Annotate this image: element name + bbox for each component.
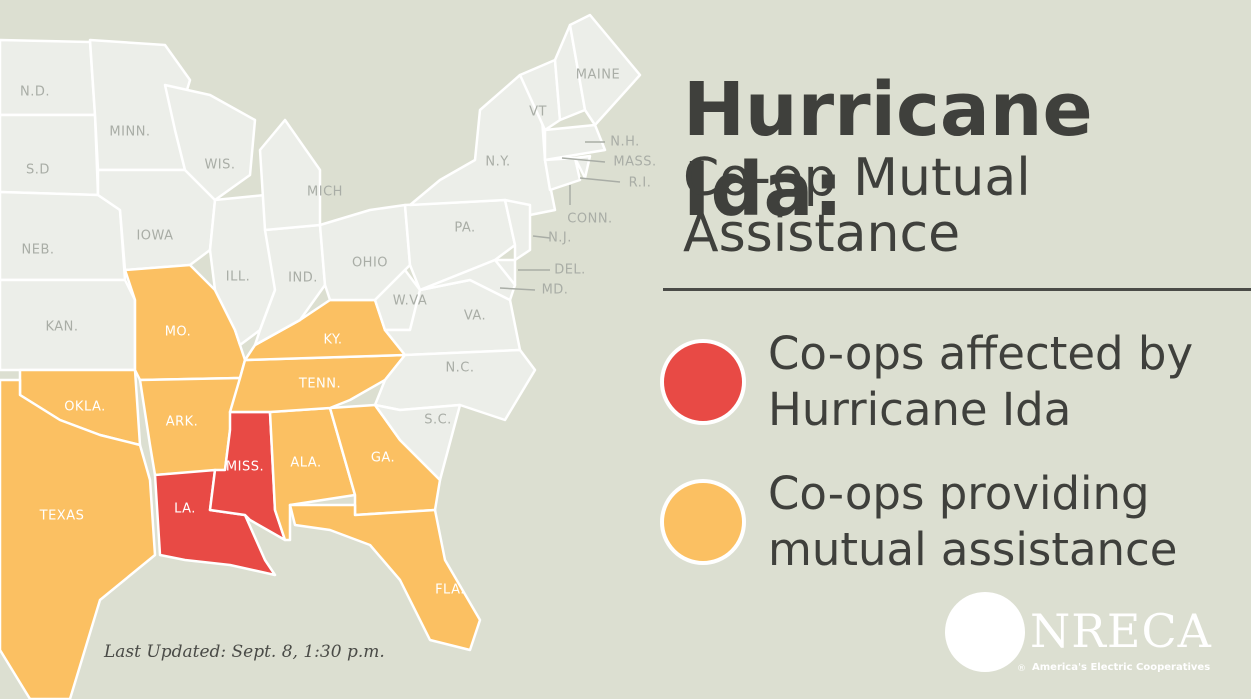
state-shape xyxy=(288,503,482,652)
state-label: N.J. xyxy=(548,231,572,246)
leader-line xyxy=(579,177,621,183)
state-shape xyxy=(418,258,517,302)
state-label: R.I. xyxy=(629,176,652,191)
legend-label: Co-ops providing mutual assistance xyxy=(768,467,1178,576)
state-label: CONN. xyxy=(567,212,612,227)
leader-lines xyxy=(499,141,621,291)
state-shape xyxy=(0,38,97,117)
legend-label: Co-ops affected by Hurricane Ida xyxy=(768,327,1194,436)
state-label: PA. xyxy=(454,221,475,236)
logo-tagline: America's Electric Cooperatives xyxy=(1032,662,1211,673)
state-label: IOWA xyxy=(136,229,173,244)
state-label: VT xyxy=(529,105,547,120)
state-label: KY. xyxy=(323,333,342,348)
legend-item: Co-ops affected by Hurricane Ida xyxy=(660,326,1228,438)
state-label: MO. xyxy=(165,325,192,340)
state-label: MD. xyxy=(542,283,569,298)
state-label: KAN. xyxy=(45,320,78,335)
legend-item: Co-ops providing mutual assistance xyxy=(660,466,1228,578)
state-label: MISS. xyxy=(226,460,264,475)
state-shape xyxy=(258,118,322,232)
state-shape xyxy=(0,113,100,197)
state-label: OKLA. xyxy=(64,400,106,415)
state-shape xyxy=(543,123,607,162)
state-label: VA. xyxy=(464,309,486,324)
state-label: ARK. xyxy=(166,415,199,430)
state-label: MAINE xyxy=(576,68,620,83)
subtitle: Co-op Mutual Assistance xyxy=(683,148,1031,264)
legend-swatch xyxy=(660,339,746,425)
state-label: S.C. xyxy=(424,413,452,428)
divider xyxy=(663,288,1251,291)
logo-mark xyxy=(945,592,1025,672)
state-shape xyxy=(373,403,462,482)
state-label: ALA. xyxy=(290,456,321,471)
state-shape xyxy=(573,154,592,180)
logo-name: NRECA xyxy=(1030,604,1212,658)
title: Hurricane Ida: xyxy=(683,67,1093,233)
state-shape xyxy=(0,190,127,282)
leader-line xyxy=(499,287,536,291)
state-label: MICH xyxy=(307,185,343,200)
state-label: ILL. xyxy=(226,270,250,285)
state-label: FLA. xyxy=(435,583,465,598)
state-label: NEB. xyxy=(22,243,55,258)
state-label: DEL. xyxy=(554,263,586,278)
state-label: GA. xyxy=(371,451,395,466)
state-label: S.D xyxy=(26,163,50,178)
state-label: N.C. xyxy=(445,361,474,376)
state-label: N.Y. xyxy=(485,155,510,170)
state-shape xyxy=(163,83,257,202)
state-shape xyxy=(543,156,582,192)
state-shape xyxy=(503,198,532,262)
state-label: LA. xyxy=(174,502,196,517)
state-shape xyxy=(0,378,157,699)
state-label: TEXAS xyxy=(39,509,85,524)
state-label: WIS. xyxy=(204,158,235,173)
state-label: TENN. xyxy=(298,377,341,392)
state-label: N.H. xyxy=(610,135,640,150)
state-label: MINN. xyxy=(109,125,150,140)
state-label: W.VA xyxy=(393,294,427,309)
state-label: OHIO xyxy=(352,256,388,271)
leader-line xyxy=(532,235,551,239)
logo-registered: ® xyxy=(1017,664,1026,674)
state-shape xyxy=(568,13,642,127)
state-label: IND. xyxy=(288,271,318,286)
update-note: Last Updated: Sept. 8, 1:30 p.m. xyxy=(104,642,385,662)
state-label: MASS. xyxy=(613,155,656,170)
state-label: N.D. xyxy=(20,85,50,100)
legend-swatch xyxy=(660,479,746,565)
leader-line xyxy=(561,157,606,163)
